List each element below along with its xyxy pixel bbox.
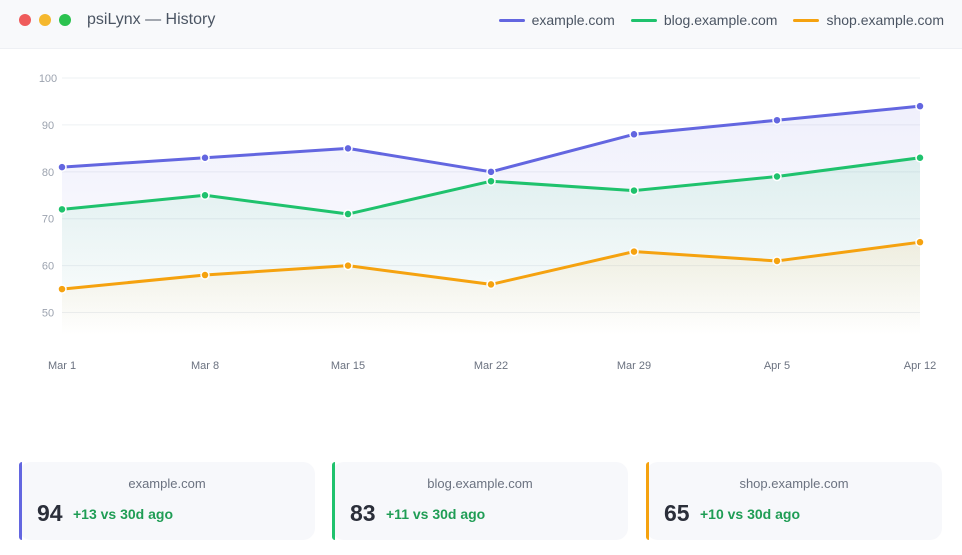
card-accent	[19, 462, 22, 540]
data-point	[57, 162, 67, 172]
minimize-window-button[interactable]	[39, 14, 51, 26]
data-point	[772, 171, 782, 182]
data-point	[772, 115, 782, 125]
window-header: psiLynx — History example.com blog.examp…	[0, 0, 962, 49]
x-tick-label: Mar 1	[48, 360, 76, 372]
data-point	[915, 152, 925, 163]
close-window-button[interactable]	[19, 14, 31, 26]
legend-label: blog.example.com	[663, 12, 778, 28]
score-card-shop[interactable]: shop.example.com 65 +10 vs 30d ago	[646, 462, 942, 540]
y-tick-label: 90	[42, 120, 54, 132]
data-point	[200, 270, 210, 280]
card-score: 94	[37, 500, 63, 526]
card-delta: +10 vs 30d ago	[700, 506, 801, 522]
data-point	[343, 143, 353, 154]
x-tick-label: Mar 15	[331, 360, 365, 372]
maximize-window-button[interactable]	[59, 14, 71, 26]
x-tick-label: Mar 29	[617, 360, 651, 372]
data-point	[343, 260, 353, 271]
legend-swatch	[498, 18, 525, 22]
y-tick-label: 50	[42, 308, 54, 320]
y-tick-label: 80	[42, 167, 54, 179]
legend-item-blog[interactable]: blog.example.com	[630, 12, 778, 28]
data-point	[200, 152, 210, 163]
data-point	[629, 129, 639, 140]
card-accent	[646, 462, 649, 540]
x-tick-label: Apr 12	[904, 360, 936, 372]
legend-label: shop.example.com	[826, 12, 944, 28]
y-tick-label: 100	[39, 73, 57, 85]
x-tick-label: Mar 22	[474, 360, 508, 372]
card-delta: +13 vs 30d ago	[73, 506, 174, 522]
chart-legend: example.com blog.example.com shop.exampl…	[498, 12, 944, 28]
card-accent	[332, 462, 335, 540]
data-point	[486, 176, 496, 186]
x-tick-label: Mar 8	[191, 360, 219, 372]
data-point	[486, 279, 496, 290]
card-score: 83	[350, 500, 376, 526]
x-tick-label: Apr 5	[764, 360, 790, 372]
score-card-blog[interactable]: blog.example.com 83 +11 vs 30d ago	[332, 462, 628, 540]
card-domain: example.com	[128, 476, 206, 491]
data-point	[629, 246, 639, 257]
history-line-chart: 50 60 70 80 90 100 Mar 1 Mar 8 Mar 15 Mar 22 Mar 2…	[39, 73, 936, 372]
y-tick-label: 70	[42, 214, 54, 226]
window-title: psiLynx — History	[87, 11, 216, 28]
data-point	[915, 101, 925, 111]
legend-item-shop[interactable]: shop.example.com	[793, 12, 944, 28]
legend-swatch	[793, 18, 820, 22]
data-point	[57, 204, 67, 215]
legend-swatch	[630, 18, 657, 22]
data-point	[486, 167, 496, 177]
data-point	[915, 237, 925, 247]
data-point	[200, 190, 210, 201]
card-domain: blog.example.com	[427, 476, 533, 491]
card-delta: +11 vs 30d ago	[386, 506, 486, 522]
data-point	[629, 185, 639, 196]
legend-item-example[interactable]: example.com	[498, 12, 615, 28]
y-tick-label: 60	[42, 261, 54, 273]
card-domain: shop.example.com	[739, 476, 849, 491]
data-point	[772, 256, 782, 266]
data-point	[57, 284, 67, 294]
score-card-example[interactable]: example.com 94 +13 vs 30d ago	[19, 462, 315, 540]
legend-label: example.com	[531, 12, 615, 28]
card-score: 65	[664, 500, 690, 526]
data-point	[343, 209, 353, 219]
